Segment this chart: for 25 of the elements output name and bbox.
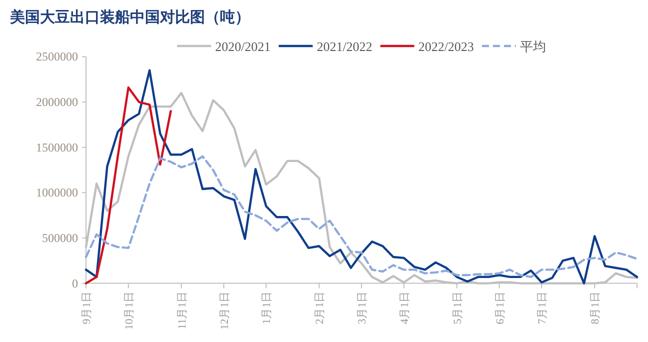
y-tick-label: 0: [72, 276, 78, 290]
x-tick-label: 2月1日: [314, 291, 326, 324]
line-series: [84, 86, 172, 284]
x-tick-label: 9月1日: [81, 291, 93, 324]
x-tick-label: 3月1日: [356, 291, 368, 324]
y-tick-label: 1500000: [36, 140, 78, 154]
x-tick-label: 8月1日: [590, 291, 602, 324]
x-tick-label: 4月1日: [398, 291, 411, 324]
line-series: [84, 155, 638, 278]
x-tick-label: 6月1日: [494, 291, 506, 324]
x-tick-label: 5月1日: [452, 291, 464, 324]
legend-label: 平均: [520, 39, 546, 54]
y-tick-label: 2000000: [36, 95, 78, 110]
chart-title: 美国大豆出口装船中国对比图（吨）: [9, 8, 250, 26]
x-tick-label: 10月1日: [123, 291, 136, 330]
legend-label: 2021/2022: [316, 39, 372, 54]
x-tick-label: 1月1日: [261, 291, 274, 324]
legend-label: 2020/2021: [215, 39, 271, 54]
x-tick-label: 7月1日: [536, 291, 549, 324]
y-tick-label: 2500000: [36, 50, 78, 64]
x-tick-label: 12月1日: [218, 291, 231, 330]
y-tick-label: 500000: [42, 230, 78, 245]
x-tick-label: 11月1日: [176, 291, 188, 330]
y-tick-label: 1000000: [36, 186, 78, 200]
legend-label: 2022/2023: [418, 39, 474, 54]
